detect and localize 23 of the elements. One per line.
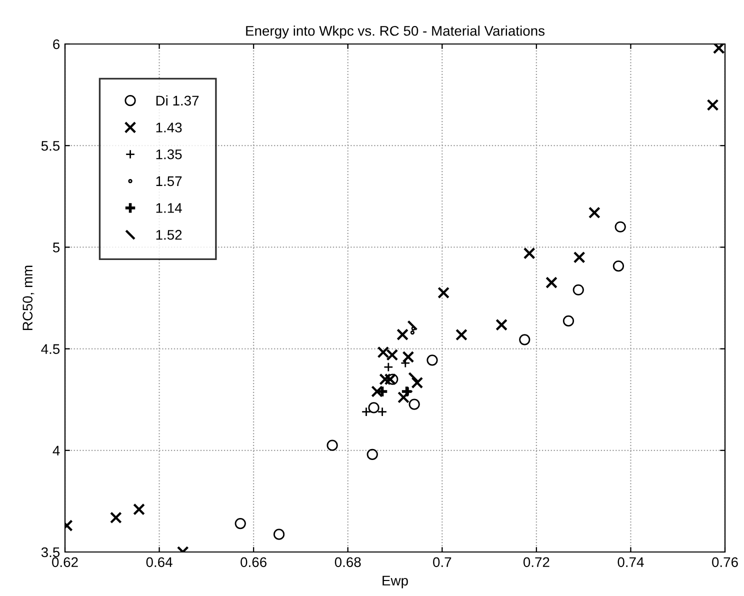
legend-label: 1.57: [156, 176, 182, 186]
x-tick-label: 0.66: [240, 557, 266, 568]
x-tick-label: 0.72: [523, 557, 550, 568]
x-tick-label: 0.64: [146, 557, 172, 568]
legend-label: 1.14: [156, 203, 182, 213]
legend-label: 1.43: [156, 122, 182, 132]
chart-title: Energy into Wkpc vs. RC 50 - Material Variations: [246, 26, 545, 39]
x-axis-title: Ewp: [382, 576, 408, 588]
legend-label: 1.52: [156, 230, 182, 240]
x-tick-label: 0.74: [618, 557, 644, 568]
x-tick-label: 0.68: [334, 557, 361, 568]
legend-label: Di 1.37: [156, 95, 199, 106]
y-tick-label: 6: [53, 39, 60, 50]
x-tick-label: 0.76: [712, 557, 738, 568]
legend-label: 1.35: [156, 149, 182, 160]
y-tick-label: 3.5: [41, 547, 60, 558]
y-tick-label: 4.5: [41, 344, 60, 354]
y-tick-label: 5.5: [41, 141, 60, 151]
y-axis-title: RC50, mm: [22, 266, 34, 330]
y-tick-label: 5: [52, 242, 60, 252]
x-tick-label: 0.62: [52, 557, 78, 568]
y-tick-label: 4: [52, 446, 60, 456]
x-tick-label: 0.7: [433, 557, 452, 568]
